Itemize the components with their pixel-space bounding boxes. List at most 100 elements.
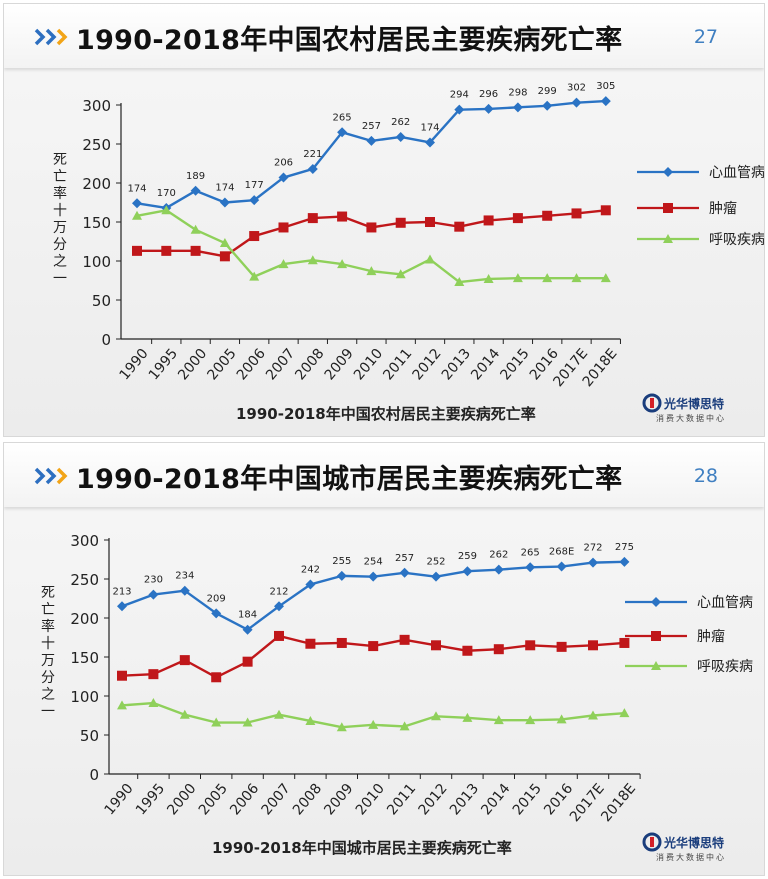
y-tick-label: 300 [70,532,99,550]
x-tick-label: 2009 [322,346,357,384]
y-tick-label: 300 [82,97,111,115]
legend-item-resp: 呼吸疾病 [637,229,764,249]
x-tick-label: 2011 [384,781,419,819]
data-label: 265 [521,547,540,558]
chart-caption: 1990-2018年中国农村居民主要疾病死亡率 [236,405,536,423]
data-point [366,266,377,276]
chevron-arrows-icon [34,28,68,46]
data-label: 302 [567,83,586,94]
series-line [136,99,606,210]
data-label: 299 [538,86,557,97]
data-point [512,102,523,113]
data-point [274,630,284,641]
data-point [305,579,316,590]
data-point [274,601,284,612]
data-label: 268E [549,547,574,558]
legend-label: 肿瘤 [709,201,737,217]
y-tick-label: 0 [89,766,99,784]
data-point [368,571,379,582]
data-point [368,719,379,729]
y-tick-label: 100 [70,688,99,706]
data-point [161,245,172,256]
x-tick-label: 2000 [164,781,199,819]
data-point [249,271,260,281]
x-tick-label: 2006 [234,346,269,384]
data-point [399,634,410,645]
logo-subtitle: 消费大数据中心 [656,853,726,862]
data-label: 275 [615,542,634,553]
data-label: 230 [144,575,163,586]
data-point [619,556,630,567]
x-tick-label: 2007 [263,346,298,384]
x-tick-label: 2011 [380,346,415,384]
data-point [571,208,582,219]
data-label: 213 [112,586,131,597]
x-tick-label: 1995 [133,781,168,819]
data-point [600,273,611,283]
x-tick-label: 2008 [290,781,325,819]
data-label: 206 [274,158,293,169]
data-point [431,711,441,721]
data-point [368,641,379,652]
data-point [556,641,567,652]
x-tick-label: 2005 [196,781,231,819]
data-point [211,717,222,727]
x-tick-label: 2010 [353,781,388,819]
data-label: 184 [238,610,257,621]
x-tick-label: 2013 [439,346,474,384]
data-point [483,103,494,114]
legend-label: 心血管病 [697,595,753,611]
data-point [305,638,316,649]
data-point [337,211,348,222]
data-point [588,557,598,568]
data-point [336,570,347,581]
data-point [336,637,347,648]
data-point [249,195,260,206]
data-point [619,637,630,648]
data-label: 174 [127,183,146,194]
data-point [117,601,127,612]
y-axis-label: 死亡率十万分之一 [53,152,67,287]
x-tick-label: 2010 [351,346,386,384]
data-label: 257 [395,553,414,564]
triangle-marker-icon [625,661,687,670]
data-point [454,221,465,232]
slide-rural: 1990-2018年中国农村居民主要疾病死亡率 27 死亡率十万分之一 0 50 1… [3,3,765,437]
data-point [525,715,536,725]
data-point [395,217,406,228]
x-tick-label: 2000 [175,346,210,384]
chevron-arrows-icon [34,467,68,485]
x-tick-label: 2015 [510,781,545,819]
legend-label: 肿瘤 [697,629,725,645]
series-line [137,209,606,258]
data-point [619,708,630,718]
data-point [454,104,465,115]
data-point [571,97,582,108]
data-label: 255 [332,556,351,567]
data-point [132,210,142,220]
data-label: 170 [157,188,176,199]
data-point [483,215,494,226]
data-point [132,245,142,256]
x-tick-label: 2005 [204,346,239,384]
data-point [307,213,318,224]
data-point [395,131,406,142]
data-point [161,205,172,215]
data-point [600,205,611,216]
y-tick-label: 150 [82,214,111,232]
data-point [190,224,201,234]
data-point [512,273,523,283]
data-point [179,655,190,666]
y-tick-label: 200 [70,610,99,628]
x-tick-label: 1995 [146,346,181,384]
legend-item-tumor: 肿瘤 [625,626,764,646]
data-point [395,269,406,279]
data-label: 298 [508,87,527,98]
data-point [431,640,441,651]
x-tick-label: 2012 [416,781,451,819]
data-point [117,700,127,710]
y-tick-label: 0 [101,331,111,349]
chart-caption: 1990-2018年中国城市居民主要疾病死亡率 [212,839,512,857]
x-tick-label: 2012 [410,346,445,384]
data-point [512,213,523,224]
